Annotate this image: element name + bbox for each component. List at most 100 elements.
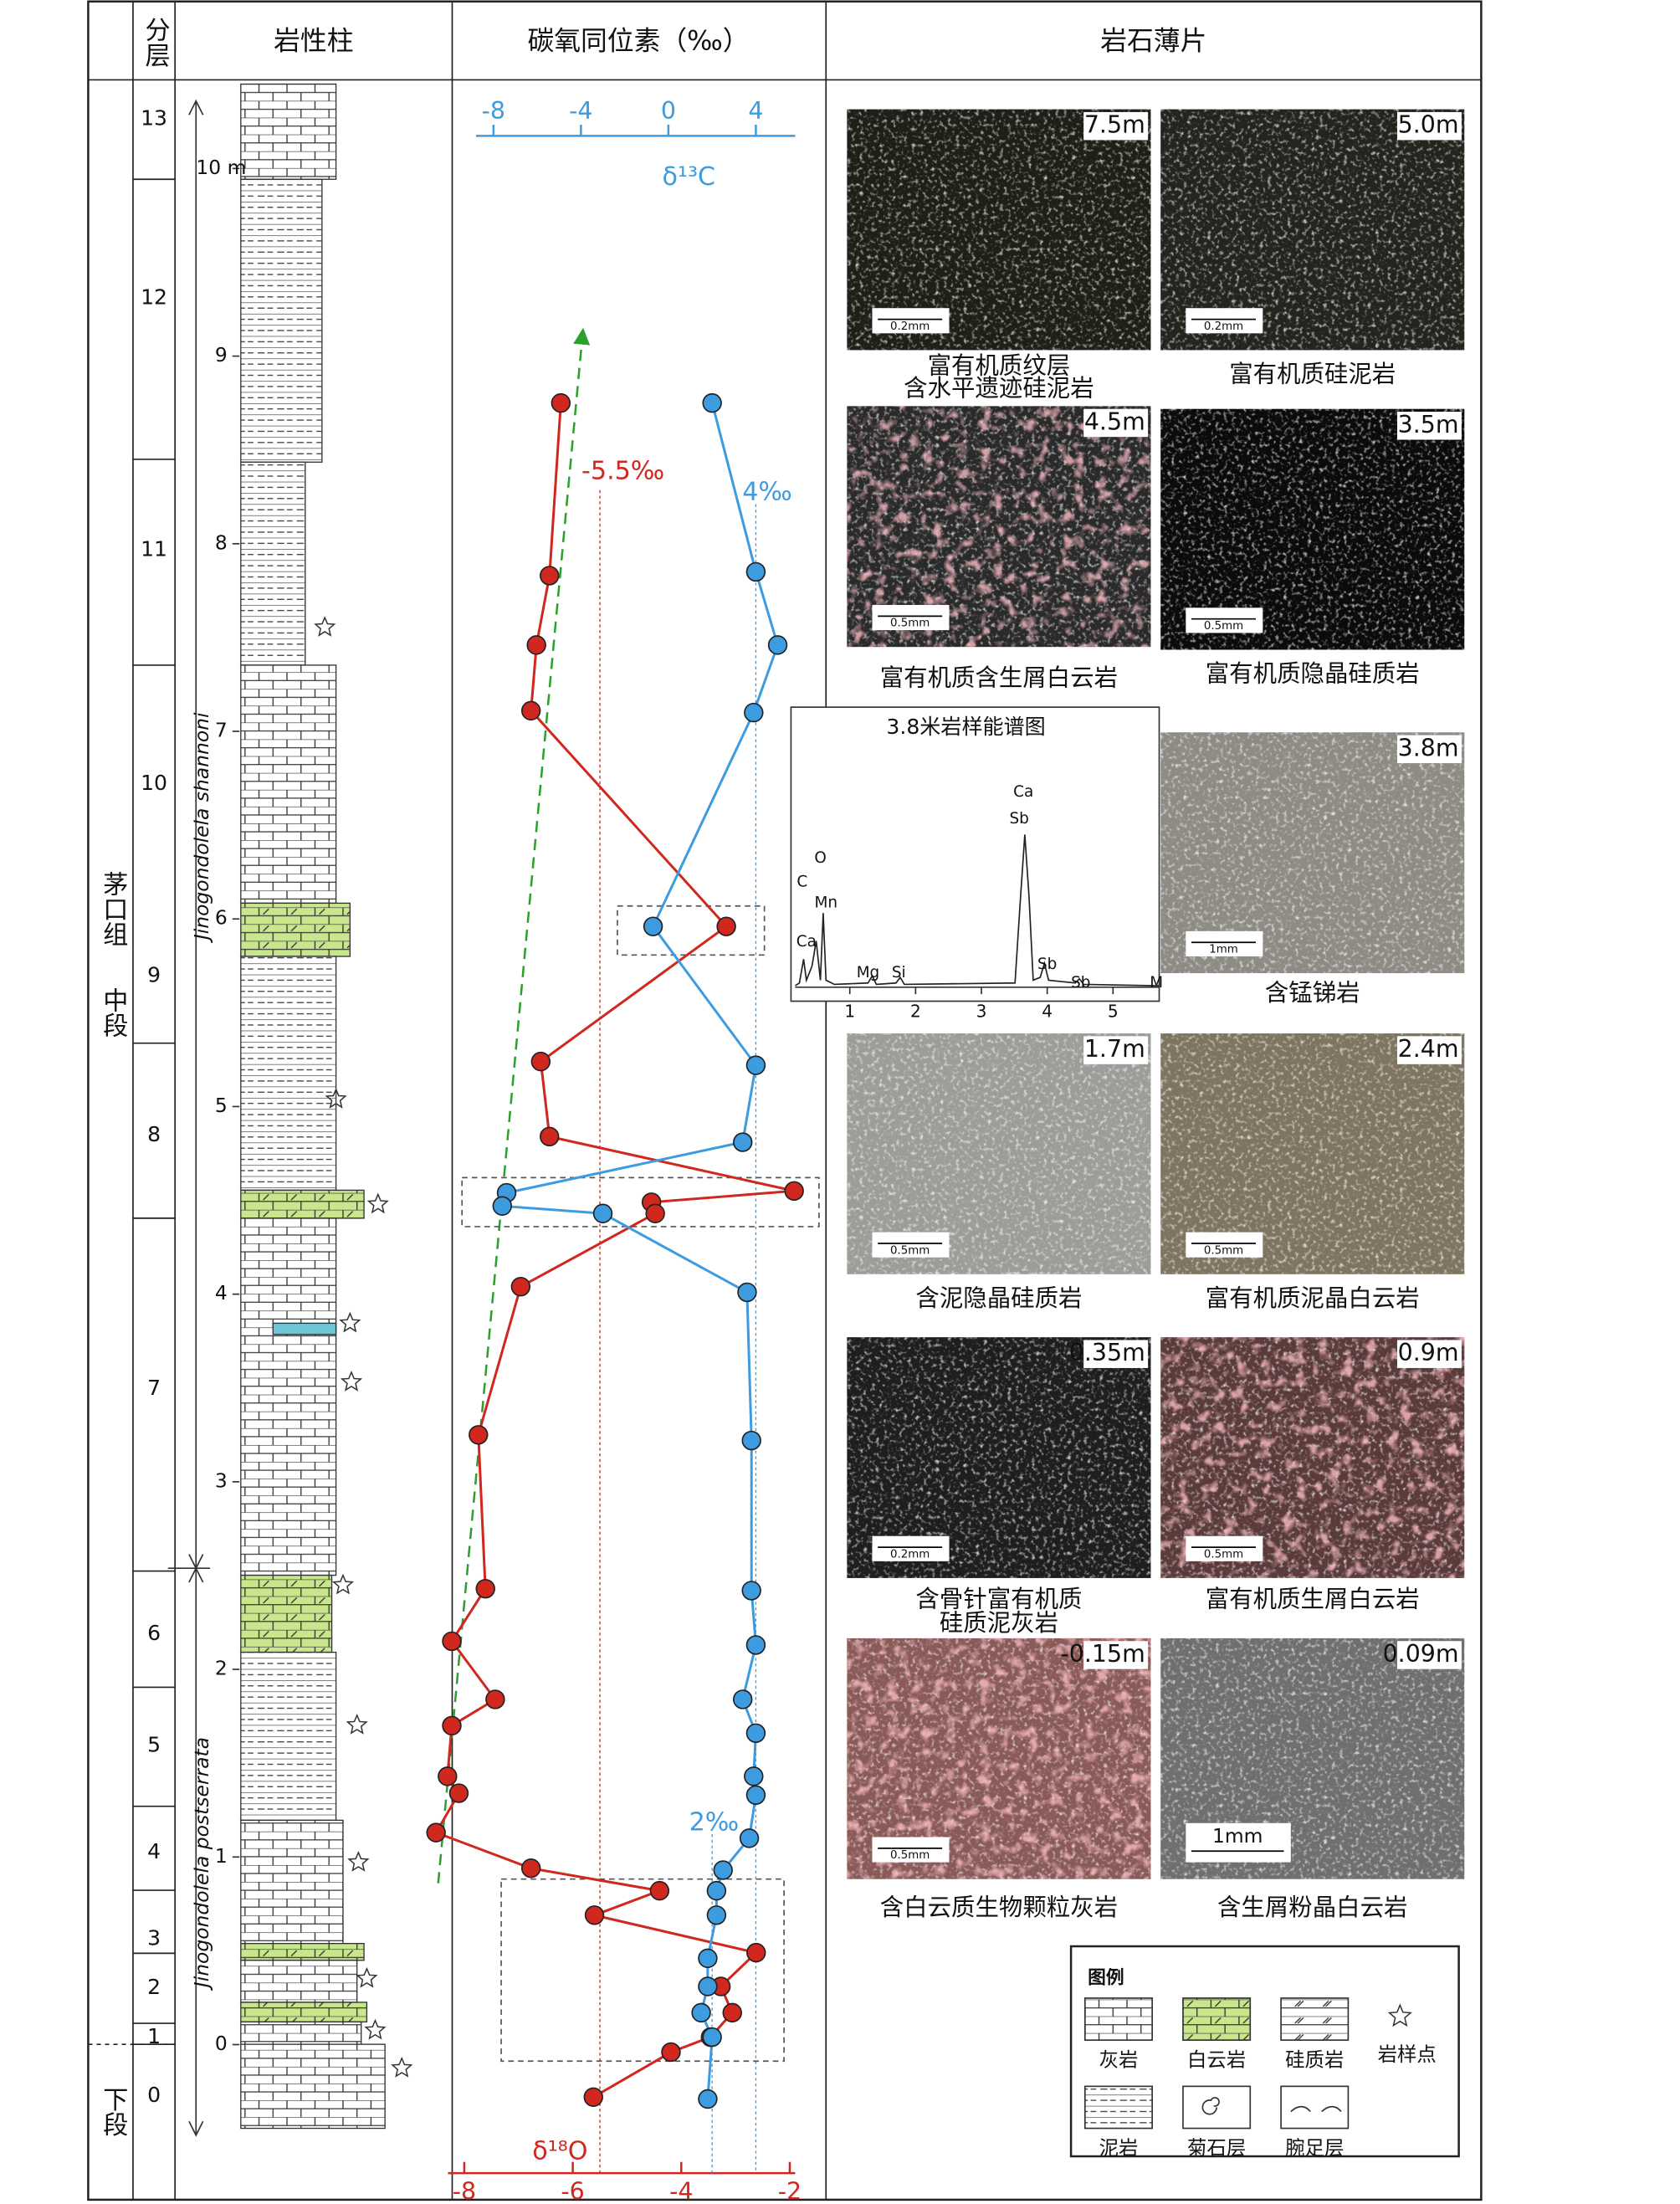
photo-caption: 含锰锑岩 (1265, 979, 1360, 1007)
eds-peak-label: Mg (857, 964, 880, 982)
lithology-bed (240, 1217, 337, 1576)
x-tick-label: -4 (669, 2178, 693, 2204)
x2-tick-label: 4 (748, 97, 763, 125)
biozone: Jinogondolela postserrata (190, 1737, 213, 1991)
y-tick-label: 0 (215, 2032, 228, 2055)
photo-caption: 富有机质生屑白云岩 (1206, 1586, 1420, 1613)
sample-point (331, 1573, 355, 1595)
data-point (745, 1055, 766, 1075)
photo-scale: 0.5mm (1204, 1548, 1243, 1561)
data-point (469, 1425, 489, 1445)
legend-label: 灰岩 (1099, 2048, 1139, 2072)
x-tick-label: -8 (453, 2178, 476, 2204)
depth-box (1396, 111, 1462, 141)
legend-label: 菊石层 (1187, 2136, 1246, 2160)
data-point (745, 1635, 766, 1655)
photo-scale: 0.5mm (890, 1244, 930, 1257)
data-point (475, 1578, 495, 1599)
layer-label: 6 (147, 1621, 161, 1645)
legend-label: 泥岩 (1099, 2136, 1139, 2160)
data-point (744, 1766, 764, 1786)
lithology-bed (240, 664, 337, 905)
data-point (691, 2002, 711, 2023)
eds-peak-label: Sb (1010, 810, 1029, 828)
photo-scale: 0.5mm (890, 1849, 930, 1862)
series-line (434, 402, 795, 2099)
axis-label: δ¹⁸O (532, 2137, 587, 2166)
lithology-bed (240, 1819, 344, 1945)
x2-tick-label: -8 (482, 97, 505, 125)
scale-box (1186, 1232, 1263, 1258)
eds-peak-label: M (1150, 974, 1163, 992)
scale-box (1186, 1822, 1291, 1863)
data-point (698, 1948, 718, 1969)
y-tick-label: 9 (215, 343, 228, 366)
y-tick-label: 10 m (196, 156, 246, 179)
lithology-bed (240, 902, 351, 957)
highlight-box (461, 1176, 820, 1228)
data-point (540, 566, 560, 586)
depth-box (1083, 1340, 1149, 1368)
x-tick-label: -6 (561, 2178, 584, 2204)
content: 分层 岩性柱 碳氧同位素（‰） 岩石薄片茅口组中段下段1312111098765432… (88, 1, 1482, 2204)
photo-depth: 3.8m (1398, 734, 1459, 761)
highlight-box (617, 905, 766, 956)
data-point (706, 1905, 727, 1925)
data-point (745, 561, 766, 582)
photo-scale: 0.5mm (890, 618, 930, 630)
data-point (520, 1858, 541, 1879)
depth-box (1083, 1036, 1149, 1064)
photo-scale: 0.2mm (890, 320, 930, 333)
data-point (426, 1822, 446, 1843)
photo-caption: 硅质泥灰岩 (940, 1609, 1058, 1637)
layer-label: 0 (147, 2083, 161, 2107)
layer-label: 11 (141, 537, 167, 561)
eds-peak-label: Mn (815, 894, 838, 911)
eds-peak-label: Sb (1071, 974, 1090, 992)
data-point (698, 2089, 718, 2109)
legend-icon (1280, 1997, 1350, 2041)
eds-frame (790, 706, 1160, 1002)
data-point (442, 1631, 462, 1652)
data-point (448, 1783, 469, 1803)
layer-label: 9 (147, 962, 161, 987)
photo-caption: 富有机质隐晶硅质岩 (1206, 660, 1420, 688)
sample-point (346, 1713, 368, 1735)
formation: 下段 (98, 2086, 128, 2137)
photo-depth: -0.15m (1061, 1640, 1145, 1668)
layer-label: 5 (147, 1733, 161, 1757)
eds-peak-label: Si (892, 964, 906, 982)
frame (87, 0, 1483, 2201)
sample-point (339, 1311, 361, 1333)
scale-box (1186, 308, 1263, 334)
layer-label: 7 (147, 1376, 161, 1400)
photo-depth: 7.5m (1084, 111, 1145, 139)
layer-label: 3 (147, 1926, 161, 1950)
formation: 中段 (98, 987, 128, 1038)
legend-label: 腕足层 (1285, 2136, 1344, 2160)
depth-box (1396, 1036, 1462, 1064)
y-tick-label: 3 (215, 1468, 228, 1492)
y-tick-label: 5 (215, 1094, 228, 1117)
legend-icon (1387, 2003, 1412, 2027)
reference-label: 4‰ (742, 478, 792, 507)
data-point (438, 1766, 458, 1786)
layer-label: 8 (147, 1122, 161, 1146)
scale-box (872, 308, 950, 334)
y-tick-label: 8 (215, 530, 228, 554)
depth-box (1396, 735, 1462, 764)
eds-tick-label: 1 (844, 1001, 855, 1021)
y-tick-label: 7 (215, 719, 228, 742)
sample-point (325, 1088, 347, 1109)
eds-peak-label: O (814, 849, 826, 867)
depth-box (1083, 1641, 1149, 1669)
depth-box (1396, 412, 1462, 440)
sample-point (366, 1192, 389, 1214)
scale-box (872, 1535, 950, 1561)
eds-tick-label: 3 (976, 1001, 987, 1021)
reference-label: -5.5‰ (581, 457, 664, 486)
data-point (702, 392, 722, 413)
legend-label: 硅质岩 (1285, 2048, 1344, 2072)
lithology-bed (240, 2043, 386, 2130)
scale-box (872, 1837, 950, 1863)
